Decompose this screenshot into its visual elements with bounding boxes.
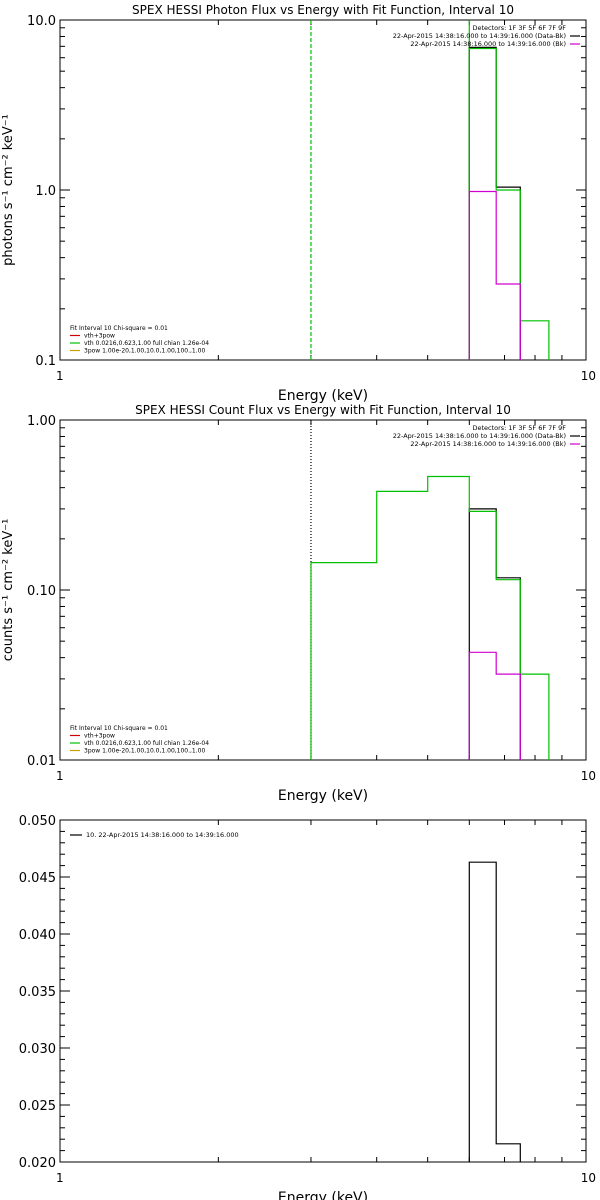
legend-bottom-text: Fit Interval 10 Chi-square = 0.01: [70, 325, 168, 332]
y-tick-label: 0.020: [19, 1156, 56, 1171]
legend-top-text: Detectors: 1F 3F 5F 6F 7F 9F: [472, 424, 566, 432]
chart-title: SPEX HESSI Photon Flux vs Energy with Fi…: [132, 3, 514, 17]
y-tick-label: 1.00: [27, 414, 56, 429]
y-axis-label: counts s⁻¹ cm⁻² keV⁻¹: [1, 519, 16, 662]
x-axis-label: Energy (keV): [278, 1190, 368, 1200]
y-tick-label: 0.1: [35, 354, 56, 369]
series-3-step-line: [468, 190, 521, 360]
y-tick-label: 10.0: [27, 14, 56, 29]
y-tick-label: 0.01: [27, 754, 56, 769]
x-tick-label: 10: [581, 1171, 596, 1185]
y-tick-label: 0.050: [19, 814, 56, 829]
series-2-step-line: [310, 475, 550, 760]
chart-title: SPEX HESSI Count Flux vs Energy with Fit…: [135, 403, 511, 417]
x-tick-label: 1: [56, 769, 64, 783]
x-tick-label: 10: [581, 769, 596, 783]
x-axis-label: Energy (keV): [278, 788, 368, 804]
legend-bottom-text: vth 0.0216,0.623,1.00 full chian 1.26e-0…: [84, 740, 209, 747]
chart-panel-3: 1 10 Energy (keV) 0.020 0.025 0.030 0.035 0.040…: [19, 814, 596, 1200]
y-tick-label: 0.035: [19, 985, 56, 1000]
chart-panel-1: SPEX HESSI Photon Flux vs Energy with Fi…: [1, 3, 596, 404]
x-tick-label: 1: [56, 369, 64, 383]
legend-top-text: Detectors: 1F 3F 5F 6F 7F 9F: [472, 24, 566, 32]
legend-bottom-text: vth+3pow: [84, 733, 115, 740]
y-tick-label: 0.045: [19, 871, 56, 886]
legend-top-text: 22-Apr-2015 14:38:16.000 to 14:39:16.000…: [410, 440, 566, 448]
y-tick-label: 1.0: [35, 184, 56, 199]
plot-frame: [59, 819, 587, 1163]
series-1-step-line: [468, 46, 521, 360]
legend-top-text: 22-Apr-2015 14:38:16.000 to 14:39:16.000…: [393, 432, 566, 440]
series-1-step-line: [468, 861, 521, 1162]
legend-bottom-text: vth+3pow: [84, 333, 115, 340]
legend-bottom-text: 3pow 1.00e-20,1.00,10.0,1.00,100.,1.00: [84, 348, 205, 355]
y-tick-label: 0.040: [19, 928, 56, 943]
y-tick-label: 0.030: [19, 1042, 56, 1057]
legend-bottom-text: vth 0.0216,0.623,1.00 full chian 1.26e-0…: [84, 340, 209, 347]
series-2-step-line: [468, 47, 550, 360]
x-tick-label: 10: [581, 369, 596, 383]
legend-top-text: 10. 22-Apr-2015 14:38:16.000 to 14:39:16…: [86, 831, 239, 839]
y-tick-label: 0.025: [19, 1099, 56, 1114]
legend-bottom-text: 3pow 1.00e-20,1.00,10.0,1.00,100.,1.00: [84, 748, 205, 755]
series-3-step-line: [468, 651, 521, 760]
chart-panel-2: SPEX HESSI Count Flux vs Energy with Fit…: [1, 403, 596, 804]
legend-bottom-text: Fit Interval 10 Chi-square = 0.01: [70, 725, 168, 732]
x-tick-label: 1: [56, 1171, 64, 1185]
legend-top-text: 22-Apr-2015 14:38:16.000 to 14:39:16.000…: [393, 32, 566, 40]
series-1-step-line: [468, 508, 521, 760]
y-axis-label: photons s⁻¹ cm⁻² keV⁻¹: [1, 114, 16, 266]
y-tick-label: 0.10: [27, 584, 56, 599]
legend-top-text: 22-Apr-2015 14:38:16.000 to 14:39:16.000…: [410, 40, 566, 48]
plot-frame: [59, 419, 587, 761]
x-axis-label: Energy (keV): [278, 388, 368, 404]
